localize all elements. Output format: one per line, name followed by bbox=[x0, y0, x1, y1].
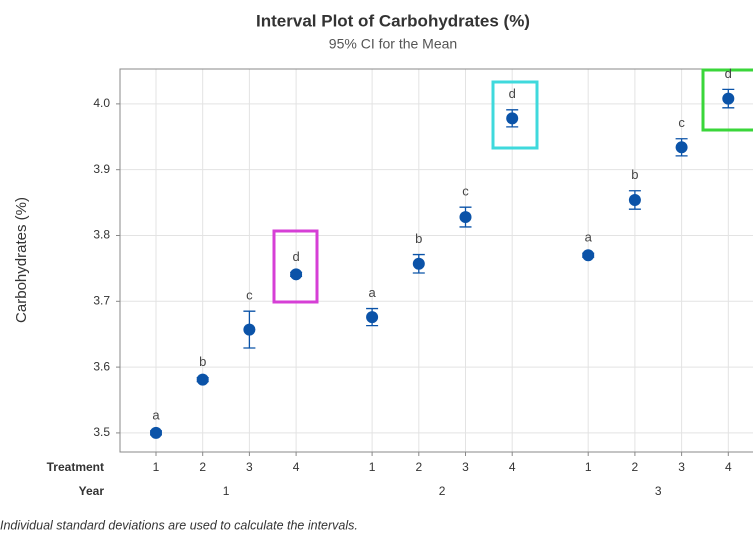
y-tick-label: 3.9 bbox=[93, 162, 110, 176]
y-tick-label: 3.7 bbox=[93, 293, 110, 307]
x-tick-label: 4 bbox=[509, 460, 516, 474]
y-tick-label: 3.6 bbox=[93, 359, 110, 373]
x-tick-label: 3 bbox=[462, 460, 469, 474]
highlight-box bbox=[491, 80, 539, 150]
y-axis-label: Carbohydrates (%) bbox=[13, 197, 30, 323]
point bbox=[366, 311, 379, 324]
footnote: Individual standard deviations are used … bbox=[0, 518, 358, 532]
group-label: 3 bbox=[655, 484, 662, 498]
x-tick-label: 3 bbox=[678, 460, 685, 474]
y-tick-label: 3.8 bbox=[93, 228, 110, 242]
x-tick-label: 1 bbox=[153, 460, 160, 474]
group-letter: a bbox=[368, 285, 376, 300]
group-letter: d bbox=[509, 86, 516, 101]
grid bbox=[120, 69, 753, 452]
point bbox=[290, 268, 303, 281]
plot-frame bbox=[119, 68, 753, 453]
point bbox=[150, 426, 162, 439]
point bbox=[628, 193, 641, 206]
highlight-box bbox=[701, 68, 753, 132]
group-letter: c bbox=[462, 184, 469, 199]
group-letter: a bbox=[152, 407, 160, 422]
point bbox=[412, 257, 425, 270]
x-tick-label: 4 bbox=[725, 460, 732, 474]
point bbox=[582, 249, 595, 262]
group-letter: d bbox=[725, 66, 732, 81]
point bbox=[722, 92, 735, 105]
group-letter: b bbox=[415, 231, 422, 246]
group-letter: b bbox=[199, 354, 206, 369]
x-tick-label: 4 bbox=[293, 460, 300, 474]
x-tick-label: 1 bbox=[585, 460, 592, 474]
x-tick-label: 2 bbox=[632, 460, 639, 474]
highlight-box bbox=[272, 229, 319, 304]
group-letter: c bbox=[678, 115, 685, 130]
group-letter: a bbox=[585, 230, 593, 245]
point bbox=[675, 141, 688, 154]
x-tick-label: 2 bbox=[415, 460, 422, 474]
y-tick-label: 4.0 bbox=[93, 96, 110, 110]
group-letter: b bbox=[631, 167, 638, 182]
x-tick-label: 1 bbox=[369, 460, 376, 474]
y-tick-label: 3.5 bbox=[93, 425, 110, 439]
category-axis-label: Treatment bbox=[47, 460, 104, 474]
group-letter: d bbox=[292, 249, 299, 264]
group-letter: c bbox=[246, 288, 253, 303]
x-tick-label: 3 bbox=[246, 460, 253, 474]
chart-title: Interval Plot of Carbohydrates (%) bbox=[256, 11, 530, 30]
point bbox=[459, 211, 472, 224]
point bbox=[196, 373, 209, 386]
point bbox=[506, 112, 519, 125]
point bbox=[243, 323, 256, 336]
group-label: 2 bbox=[439, 484, 446, 498]
x-tick-label: 2 bbox=[199, 460, 206, 474]
group-label: 1 bbox=[223, 484, 230, 498]
chart-subtitle: 95% CI for the Mean bbox=[329, 36, 457, 52]
group-axis-label: Year bbox=[79, 484, 105, 498]
